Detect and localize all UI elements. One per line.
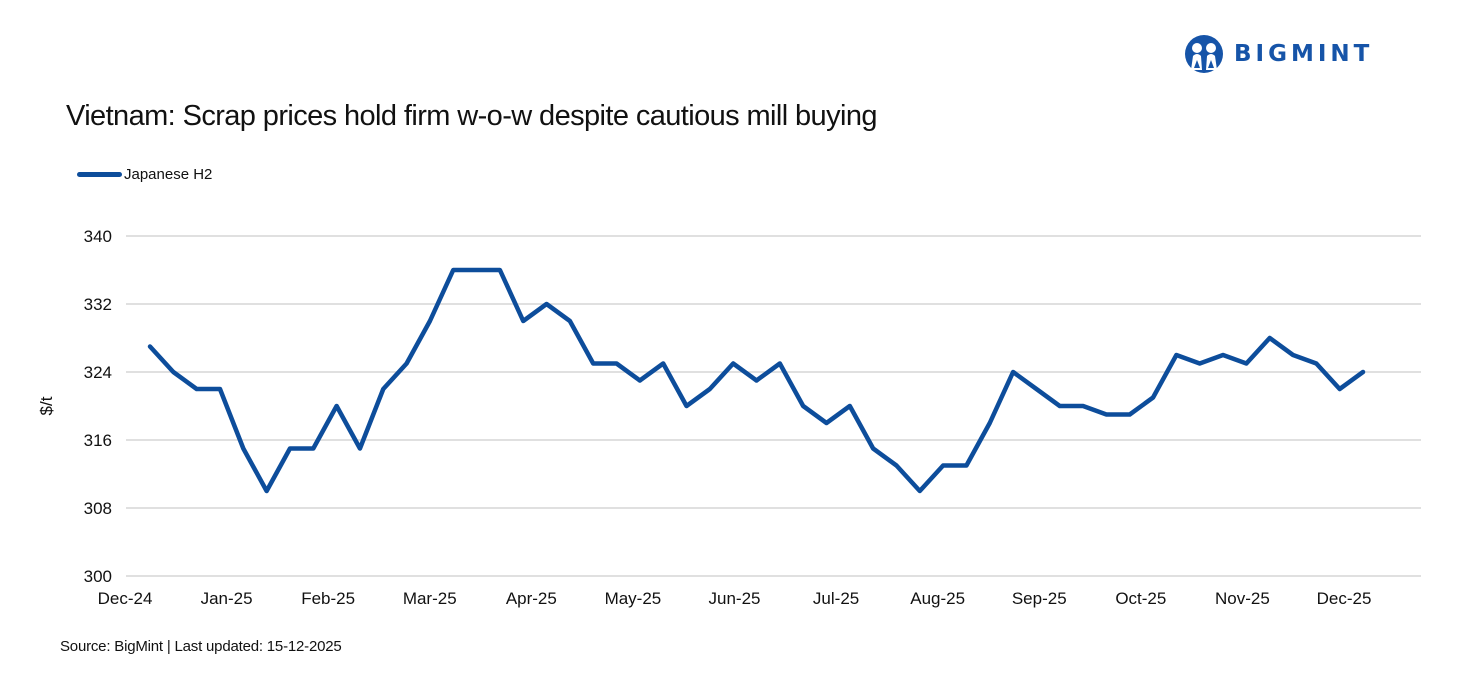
x-tick-label: Jul-25 xyxy=(813,589,859,608)
y-tick-label: 324 xyxy=(84,363,112,382)
legend-swatch xyxy=(77,172,122,177)
y-tick-label: 308 xyxy=(84,499,112,518)
x-tick-label: Nov-25 xyxy=(1215,589,1270,608)
x-tick-label: Dec-24 xyxy=(98,589,153,608)
x-tick-label: Dec-25 xyxy=(1317,589,1372,608)
y-axis-label: $/t xyxy=(37,396,56,415)
x-tick-label: Jun-25 xyxy=(709,589,761,608)
legend: Japanese H2 xyxy=(77,166,212,183)
bigmint-logo-icon xyxy=(1185,35,1223,73)
x-tick-label: Mar-25 xyxy=(403,589,457,608)
x-tick-label: Jan-25 xyxy=(201,589,253,608)
chart-title: Vietnam: Scrap prices hold firm w-o-w de… xyxy=(66,100,877,132)
y-tick-label: 316 xyxy=(84,431,112,450)
x-tick-label: Oct-25 xyxy=(1115,589,1166,608)
y-tick-label: 340 xyxy=(84,227,112,246)
y-tick-label: 332 xyxy=(84,295,112,314)
x-tick-label: Aug-25 xyxy=(910,589,965,608)
legend-label: Japanese H2 xyxy=(124,166,213,183)
x-tick-label: Apr-25 xyxy=(506,589,557,608)
y-tick-label: 300 xyxy=(84,567,112,586)
x-tick-label: Feb-25 xyxy=(301,589,355,608)
source-note: Source: BigMint | Last updated: 15-12-20… xyxy=(60,638,342,655)
x-tick-label: Sep-25 xyxy=(1012,589,1067,608)
logo-text: BIGMINT xyxy=(1234,41,1374,67)
x-tick-label: May-25 xyxy=(605,589,662,608)
bigmint-logo: BIGMINT xyxy=(1184,34,1373,74)
